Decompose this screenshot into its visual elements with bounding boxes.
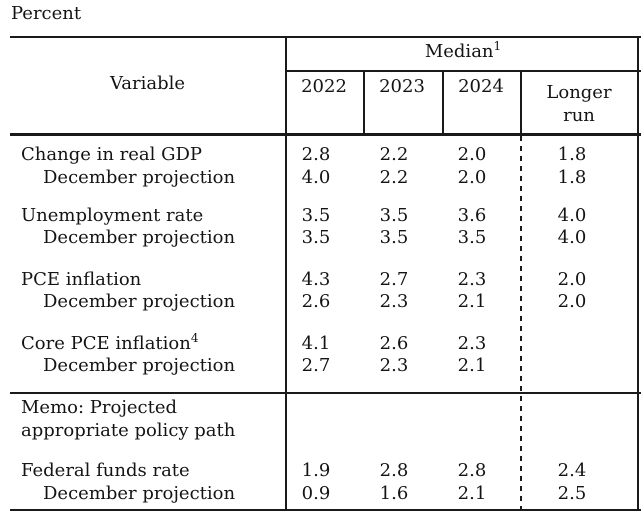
divider-2022-2023: [363, 70, 365, 134]
divider-variable-data: [285, 36, 287, 511]
rule-header-bottom: [10, 133, 641, 136]
value-cell: 2.7: [379, 269, 409, 290]
rule-median-underline: [285, 70, 641, 72]
memo-label-line1: Memo: Projected: [21, 397, 178, 418]
column-header-2024: 2024: [458, 76, 504, 97]
rule-bottom: [10, 509, 641, 511]
row-label: Federal funds rate: [21, 460, 190, 481]
divider-2024-longer-run-header: [520, 70, 522, 134]
value-cell: 3.5: [379, 205, 409, 226]
row-label: December projection: [43, 355, 236, 376]
column-header-variable: Variable: [109, 73, 186, 94]
median-footnote-marker: 1: [493, 39, 502, 53]
row-label: December projection: [43, 291, 236, 312]
rule-right: [637, 36, 639, 511]
value-cell: 4.1: [301, 333, 331, 354]
value-cell: 2.3: [457, 269, 487, 290]
value-cell: 2.6: [301, 291, 331, 312]
value-cell: 2.2: [379, 167, 409, 188]
column-header-longer-run: Longer run: [521, 81, 637, 127]
value-cell: 4.3: [301, 269, 331, 290]
value-cell: 2.5: [557, 483, 587, 504]
value-cell: 3.6: [457, 205, 487, 226]
value-cell: 2.8: [457, 460, 487, 481]
value-cell: 2.3: [379, 355, 409, 376]
divider-2023-2024: [442, 70, 444, 134]
value-cell: 2.0: [457, 144, 487, 165]
row-label: PCE inflation: [21, 269, 142, 290]
value-cell: 2.2: [379, 144, 409, 165]
value-cell: 2.0: [557, 269, 587, 290]
longer-run-line2: run: [563, 105, 595, 126]
divider-2024-longer-run-dashed: [520, 136, 522, 516]
value-cell: 3.5: [301, 227, 331, 248]
value-cell: 4.0: [557, 205, 587, 226]
units-label: Percent: [11, 3, 82, 24]
row-label: Change in real GDP: [21, 144, 203, 165]
value-cell: 0.9: [301, 483, 331, 504]
value-cell: 3.5: [301, 205, 331, 226]
value-cell: 2.3: [457, 333, 487, 354]
footnote-marker: 4: [190, 331, 199, 345]
value-cell: 2.8: [379, 460, 409, 481]
row-label: Unemployment rate: [21, 205, 204, 226]
value-cell: 2.8: [301, 144, 331, 165]
value-cell: 2.7: [301, 355, 331, 376]
row-label: December projection: [43, 167, 236, 188]
rule-memo-top: [10, 392, 641, 394]
value-cell: 2.0: [557, 291, 587, 312]
value-cell: 2.1: [457, 291, 487, 312]
value-cell: 2.0: [457, 167, 487, 188]
row-label: December projection: [43, 227, 236, 248]
value-cell: 2.3: [379, 291, 409, 312]
column-header-2023: 2023: [379, 76, 425, 97]
median-label: Median: [424, 41, 494, 62]
memo-label-line2: appropriate policy path: [21, 420, 236, 441]
row-label: December projection: [43, 483, 236, 504]
value-cell: 4.0: [557, 227, 587, 248]
longer-run-line1: Longer: [546, 82, 612, 103]
value-cell: 4.0: [301, 167, 331, 188]
value-cell: 1.6: [379, 483, 409, 504]
value-cell: 2.1: [457, 483, 487, 504]
value-cell: 2.6: [379, 333, 409, 354]
value-cell: 3.5: [379, 227, 409, 248]
value-cell: 1.9: [301, 460, 331, 481]
value-cell: 2.4: [557, 460, 587, 481]
value-cell: 2.1: [457, 355, 487, 376]
value-cell: 1.8: [557, 144, 587, 165]
column-group-header-median: Median1: [285, 39, 641, 63]
rule-top: [10, 36, 641, 38]
column-header-2022: 2022: [301, 76, 347, 97]
value-cell: 1.8: [557, 167, 587, 188]
value-cell: 3.5: [457, 227, 487, 248]
row-label: Core PCE inflation4: [21, 331, 199, 354]
